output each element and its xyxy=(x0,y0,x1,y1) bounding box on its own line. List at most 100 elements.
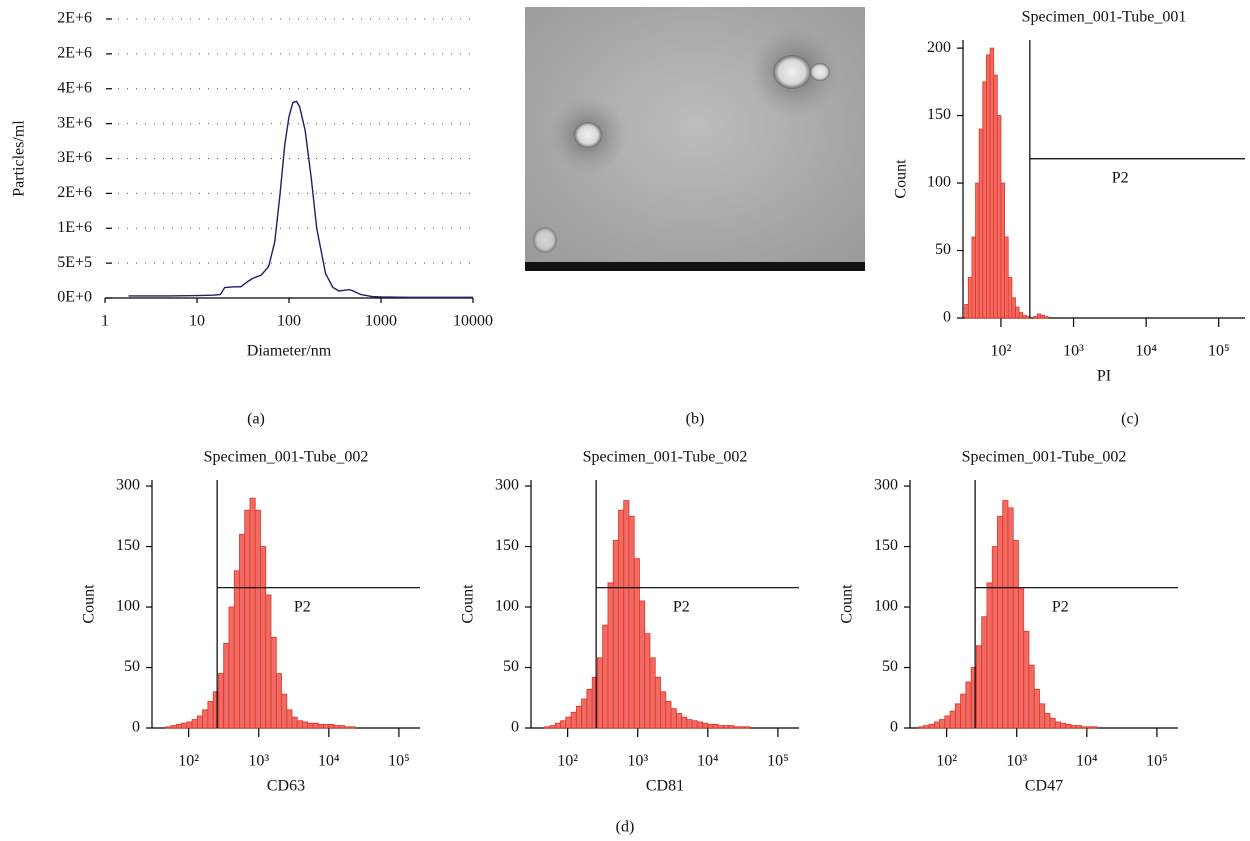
histogram-bar xyxy=(944,715,951,729)
histogram-bar xyxy=(549,725,556,729)
histogram-bar xyxy=(333,725,340,729)
histogram-bar xyxy=(602,624,609,729)
histogram-bar xyxy=(575,705,582,729)
y-tick-label: 150 xyxy=(874,537,898,554)
histogram-bar xyxy=(975,182,980,319)
histogram-bar xyxy=(328,723,335,729)
histogram-bar xyxy=(191,719,198,729)
histogram-bar xyxy=(302,721,309,729)
x-axis-label: CD81 xyxy=(646,778,684,795)
x-tick-label: 100 xyxy=(277,313,301,330)
histogram-bar xyxy=(1036,313,1042,319)
panel-label: (c) xyxy=(1121,411,1139,428)
histogram-bar xyxy=(1086,726,1093,729)
histogram-bar xyxy=(202,709,209,729)
histogram-bar xyxy=(923,725,930,729)
histogram-bar xyxy=(1044,713,1051,729)
chart: Specimen_001-Tube_002 Count CD81 0 50 100 150 3… xyxy=(460,449,799,795)
y-tick-label: 0 xyxy=(890,719,898,736)
histogram-bar xyxy=(717,725,724,729)
histogram-bar xyxy=(686,719,693,729)
panel-label: (a) xyxy=(247,411,265,428)
y-tick-label: 2E+6 xyxy=(57,184,92,201)
y-axis-label: Count xyxy=(893,159,910,199)
chart: Particles/ml Diameter/nm 0E+0 5E+5 1E+6 2E+6 3… xyxy=(11,10,493,360)
y-tick-label: 50 xyxy=(882,658,898,675)
x-tick-label: 10² xyxy=(936,753,957,770)
y-tick-label: 0 xyxy=(943,309,951,326)
x-tick-label: 10⁴ xyxy=(1135,343,1157,360)
histogram-bar xyxy=(1044,316,1049,319)
y-tick-label: 1E+6 xyxy=(57,219,92,236)
x-tick-label: 10⁵ xyxy=(767,753,789,770)
y-axis-label: Particles/ml xyxy=(11,120,28,197)
x-tick-label: 10 xyxy=(189,313,205,330)
y-tick-label: 50 xyxy=(503,658,519,675)
histogram-bar xyxy=(1065,723,1072,729)
x-tick-label: 10² xyxy=(557,753,578,770)
histogram-bar xyxy=(555,722,561,729)
x-tick-label: 10³ xyxy=(1063,343,1084,360)
histogram-bar xyxy=(981,616,988,729)
histogram-bar xyxy=(1028,664,1035,729)
x-tick-label: 10⁴ xyxy=(697,753,719,770)
histogram-bar xyxy=(723,725,730,729)
histogram-bar xyxy=(1033,688,1040,729)
x-axis-label: CD47 xyxy=(1025,778,1063,795)
histogram-bar xyxy=(997,515,1004,729)
histogram-bar xyxy=(560,720,567,729)
histogram-bar xyxy=(228,606,235,729)
histogram-bar xyxy=(1012,540,1019,729)
x-axis-label: Diameter/nm xyxy=(247,343,332,360)
histogram-bar xyxy=(978,128,984,319)
histogram-bar xyxy=(244,509,251,729)
chart-title: Specimen_001-Tube_002 xyxy=(962,449,1127,466)
y-tick-label: 150 xyxy=(927,106,951,123)
histogram-bar xyxy=(644,633,651,729)
histogram-bar xyxy=(728,725,735,729)
histogram-bar xyxy=(607,582,614,729)
y-tick-label: 150 xyxy=(495,537,519,554)
gate-label: P2 xyxy=(1112,169,1129,186)
histogram-bar xyxy=(323,723,330,729)
chart-title: Specimen_001-Tube_001 xyxy=(1022,9,1187,26)
x-tick-label: 10² xyxy=(178,753,199,770)
y-tick-label: 50 xyxy=(124,658,140,675)
x-tick-label: 1 xyxy=(101,313,109,330)
x-tick-label: 10³ xyxy=(1006,753,1027,770)
chart-title: Specimen_001-Tube_002 xyxy=(583,449,748,466)
y-tick-label: 0 xyxy=(511,719,519,736)
y-tick-label: 0E+0 xyxy=(57,289,92,306)
histogram-bar xyxy=(623,500,630,729)
chart: Specimen_001-Tube_001 Count PI 0 50 100 150 200… xyxy=(893,9,1245,385)
panel-label: (b) xyxy=(686,411,705,428)
histogram-bar xyxy=(1075,725,1082,729)
histogram-bar xyxy=(260,546,267,729)
histogram-bar xyxy=(1039,703,1046,729)
y-tick-label: 4E+6 xyxy=(57,79,92,96)
histogram-bar xyxy=(993,74,998,319)
histogram-bar xyxy=(338,725,345,729)
histogram-bar xyxy=(654,676,661,729)
y-tick-label: 300 xyxy=(116,477,140,494)
y-tick-label: 50 xyxy=(935,241,951,258)
y-tick-label: 300 xyxy=(874,477,898,494)
histogram-bar xyxy=(570,711,577,729)
histogram-bar xyxy=(1007,507,1014,729)
histogram-bar xyxy=(233,570,240,729)
histogram-bar xyxy=(738,726,746,729)
histogram-bar xyxy=(949,710,956,729)
x-tick-label: 10⁴ xyxy=(318,753,340,770)
histogram-bar xyxy=(207,700,214,729)
histogram-bar xyxy=(249,497,256,729)
histogram-bar xyxy=(691,720,698,729)
histogram-bar xyxy=(675,713,682,729)
histogram-bar xyxy=(597,657,604,729)
histogram-bar xyxy=(1033,316,1038,319)
histogram-bar xyxy=(196,715,203,729)
panel-label: (d) xyxy=(616,819,635,836)
histogram-bar xyxy=(665,700,672,729)
histogram-bar xyxy=(971,236,976,319)
histogram-bar xyxy=(964,304,969,319)
histogram-bar xyxy=(996,115,1002,319)
